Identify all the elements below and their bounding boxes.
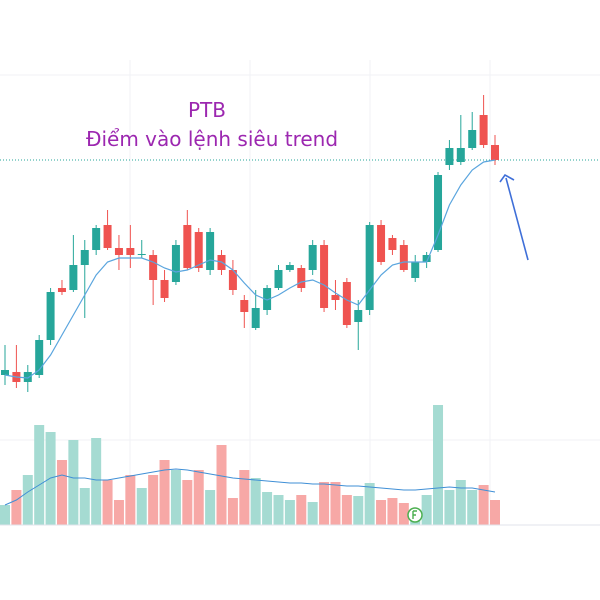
- volume-bar: [159, 460, 170, 525]
- candle-body: [479, 115, 488, 145]
- volume-bar: [444, 490, 455, 525]
- candle-body: [320, 245, 329, 308]
- volume-bar: [227, 498, 238, 525]
- volume-bar: [79, 488, 90, 525]
- candle-body: [365, 225, 374, 310]
- volume-bar: [239, 470, 250, 525]
- candle-body: [274, 270, 283, 288]
- ma-line: [4, 159, 496, 379]
- event-badge: [407, 507, 423, 523]
- volume-bar: [216, 445, 227, 525]
- volume-bar: [22, 475, 33, 525]
- candle-body: [80, 250, 89, 265]
- volume-bar: [467, 490, 478, 525]
- candle-body: [114, 248, 123, 255]
- volume-bar: [307, 502, 318, 525]
- candle-body: [126, 248, 135, 255]
- volume-bar: [68, 440, 79, 525]
- candle-body: [434, 175, 443, 250]
- chart-title: PTB: [188, 98, 226, 122]
- candle-body: [411, 262, 420, 278]
- volume-bar: [250, 478, 261, 525]
- volume-bar: [193, 470, 204, 525]
- volume-bar: [273, 495, 284, 525]
- candle-body: [240, 300, 249, 312]
- volume-ma-line: [4, 468, 496, 506]
- volume-bar: [341, 495, 352, 525]
- volume-bar: [125, 475, 136, 525]
- volume-bar: [136, 488, 147, 525]
- candle-body: [354, 310, 363, 322]
- volume-bar: [433, 405, 444, 525]
- volume-bar: [296, 495, 307, 525]
- arrow-shaft: [505, 177, 529, 261]
- arrow: [499, 173, 529, 261]
- candle-body: [308, 245, 317, 270]
- candle-body: [149, 255, 158, 280]
- candle-body: [377, 225, 386, 262]
- candle-body: [69, 265, 78, 290]
- volume-bar: [56, 460, 67, 525]
- candle-body: [285, 265, 294, 270]
- volume-bar: [455, 480, 466, 525]
- volume-bar: [398, 503, 409, 525]
- candle-body: [228, 270, 237, 290]
- volume-bar: [182, 480, 193, 525]
- candle-body: [171, 245, 180, 282]
- candle-body: [297, 268, 306, 288]
- candle-body: [46, 292, 55, 340]
- candle-body: [137, 254, 146, 255]
- candle-body: [422, 255, 431, 262]
- candle-body: [388, 238, 397, 250]
- volume-bar: [319, 482, 330, 525]
- candle-body: [331, 295, 340, 300]
- candle-body: [1, 370, 9, 375]
- volume-bar: [102, 480, 113, 525]
- candle-body: [23, 372, 32, 382]
- candle-body: [456, 148, 465, 162]
- candle-body: [468, 130, 477, 148]
- volume-bar: [205, 490, 216, 525]
- candle-body: [251, 308, 260, 328]
- volume-bar: [91, 438, 102, 525]
- candle-body: [491, 145, 499, 160]
- candle-body: [57, 288, 66, 292]
- chart-subtitle: Điểm vào lệnh siêu trend: [86, 127, 338, 151]
- candle-body: [160, 280, 169, 298]
- volume-bar: [421, 495, 432, 525]
- volume-bar: [262, 492, 273, 525]
- volume-bar: [284, 500, 295, 525]
- candle-body: [445, 148, 454, 165]
- candle-body: [35, 340, 44, 375]
- volume-bar: [478, 485, 489, 525]
- candle-body: [103, 225, 112, 248]
- candle-body: [194, 232, 203, 268]
- volume-bar: [330, 482, 341, 525]
- candle-body: [342, 282, 351, 325]
- volume-bar: [376, 500, 387, 525]
- volume-bar: [353, 496, 364, 525]
- candle-body: [92, 228, 101, 250]
- candle-body: [399, 245, 408, 270]
- volume-bar: [170, 470, 181, 525]
- arrow-head: [499, 173, 515, 183]
- volume-bar: [148, 475, 159, 525]
- volume-bar: [0, 505, 10, 525]
- volume-bar: [11, 490, 22, 525]
- volume-bar: [113, 500, 124, 525]
- volume-bar: [387, 498, 398, 525]
- plot: [0, 95, 600, 525]
- volume-bar: [490, 500, 500, 525]
- volume-bar: [364, 483, 375, 525]
- candle-body: [263, 288, 272, 310]
- candle-body: [183, 225, 192, 268]
- candle-body: [206, 232, 215, 270]
- badge-glyph: [412, 510, 417, 519]
- volume-bar: [34, 425, 45, 525]
